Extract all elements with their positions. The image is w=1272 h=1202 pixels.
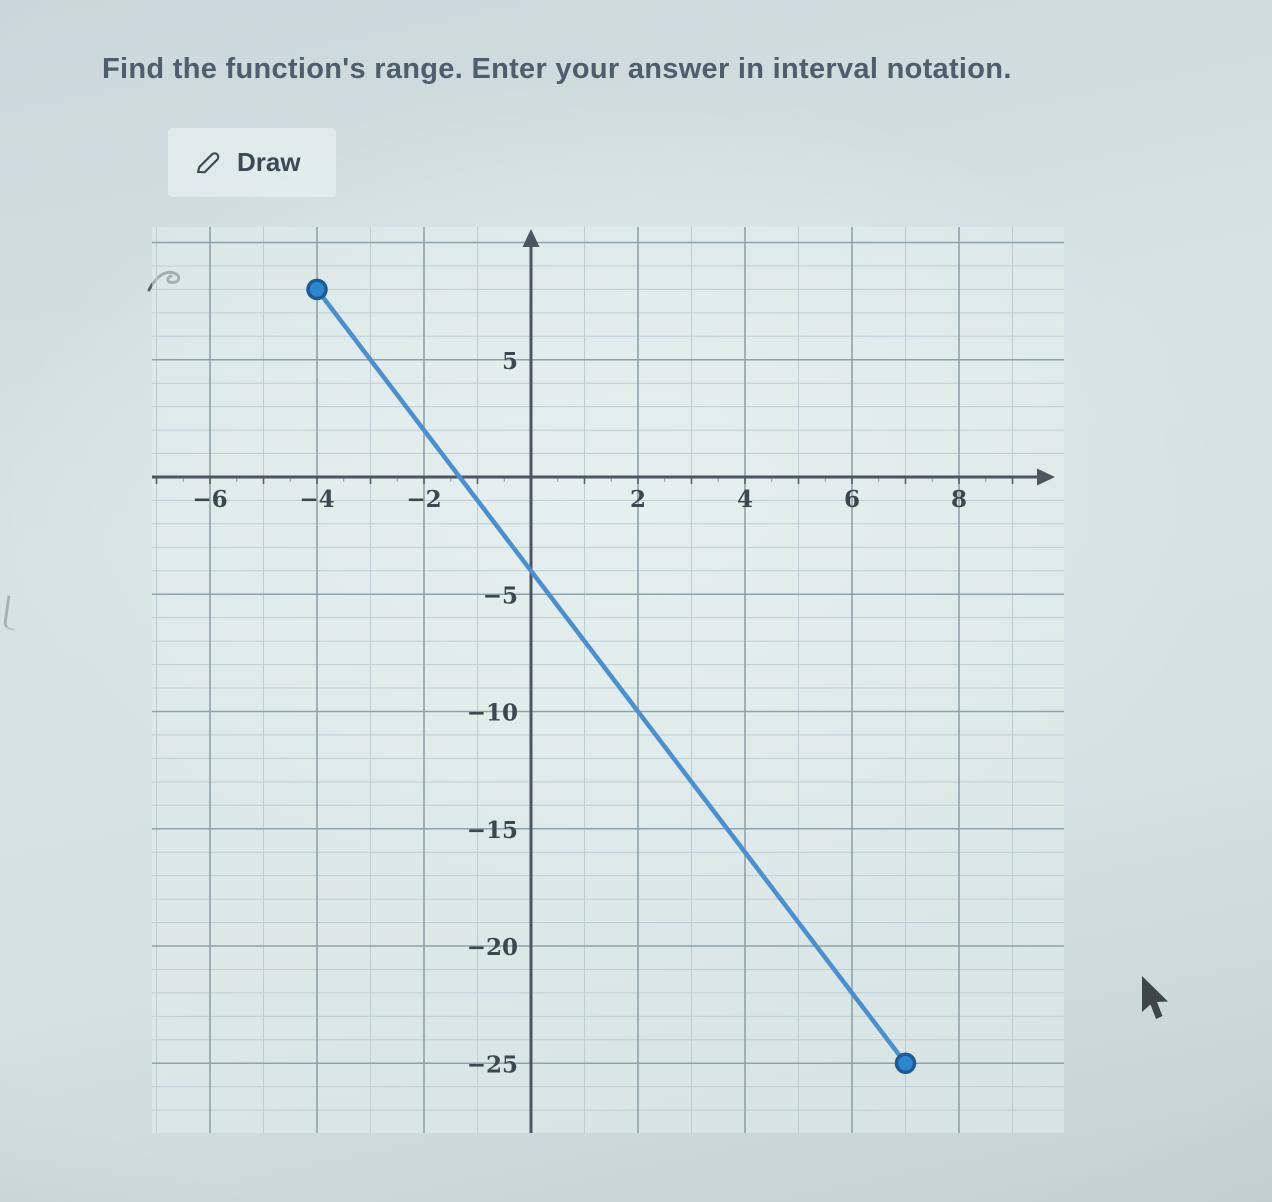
svg-text:5: 5 [502, 348, 518, 375]
svg-text:−25: −25 [467, 1051, 518, 1078]
svg-text:−15: −15 [467, 817, 518, 844]
draw-button[interactable]: Draw [168, 128, 336, 197]
svg-text:−20: −20 [467, 934, 518, 961]
endpoint-dot [894, 1052, 917, 1074]
svg-text:−2: −2 [406, 486, 441, 513]
grid-major [152, 227, 1064, 1133]
grid-background [152, 227, 1064, 1133]
x-tick-labels: −6 −4 −2 2 4 6 8 [192, 486, 967, 513]
x-axis [152, 468, 1055, 486]
photo-artifact-mark [2, 595, 20, 631]
y-tick-labels: 5 −5 −10 −15 −20 −25 [467, 348, 518, 1079]
x-axis-ticks [155, 477, 1014, 484]
endpoint-dots [306, 278, 917, 1074]
svg-text:2: 2 [630, 486, 646, 513]
function-segment [314, 287, 908, 1066]
graph-canvas[interactable]: −6 −4 −2 2 4 6 8 5 −5 −10 −15 −20 −25 [152, 227, 1064, 1133]
svg-text:−6: −6 [192, 486, 227, 513]
svg-text:−10: −10 [467, 700, 518, 727]
svg-text:4: 4 [737, 486, 753, 513]
svg-text:6: 6 [844, 486, 860, 513]
pencil-icon [196, 151, 220, 173]
svg-text:−5: −5 [483, 582, 518, 609]
graph-svg[interactable]: −6 −4 −2 2 4 6 8 5 −5 −10 −15 −20 −25 [152, 227, 1064, 1133]
mouse-cursor-icon [1142, 976, 1168, 1019]
svg-text:−4: −4 [299, 486, 334, 513]
draw-button-label: Draw [237, 147, 301, 177]
y-axis [522, 229, 540, 1133]
question-text: Find the function's range. Enter your an… [102, 53, 1012, 85]
grid-minor [152, 227, 1064, 1133]
svg-text:8: 8 [951, 486, 967, 513]
endpoint-dot [306, 278, 328, 301]
